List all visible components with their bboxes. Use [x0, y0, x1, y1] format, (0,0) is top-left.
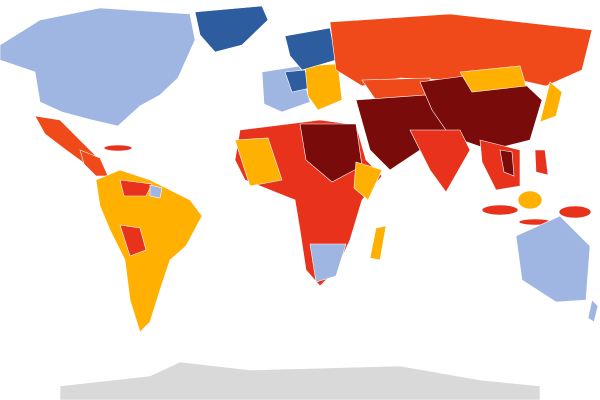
- horn-of-africa: [353, 161, 383, 201]
- japan: [539, 81, 563, 123]
- west-africa: [234, 137, 283, 187]
- venezuela: [119, 179, 153, 197]
- mongolia: [459, 65, 527, 93]
- guyana: [149, 184, 163, 199]
- india: [409, 129, 471, 193]
- philippines: [534, 149, 549, 176]
- cuba: [103, 144, 133, 152]
- north-africa: [299, 123, 363, 183]
- australia: [515, 215, 591, 303]
- north-america: [0, 7, 196, 127]
- bolivia: [119, 224, 147, 257]
- south-america: [95, 169, 203, 333]
- antarctica: [59, 361, 541, 400]
- greenland: [194, 5, 269, 53]
- southern-africa: [309, 243, 347, 283]
- madagascar: [369, 225, 387, 261]
- borneo: [517, 190, 543, 210]
- new-guinea: [558, 205, 592, 219]
- scandinavia: [284, 27, 337, 71]
- new-zealand: [587, 299, 599, 323]
- central-america: [79, 149, 109, 177]
- eastern-europe: [304, 63, 343, 111]
- sumatra: [481, 204, 519, 216]
- vietnam: [499, 149, 515, 177]
